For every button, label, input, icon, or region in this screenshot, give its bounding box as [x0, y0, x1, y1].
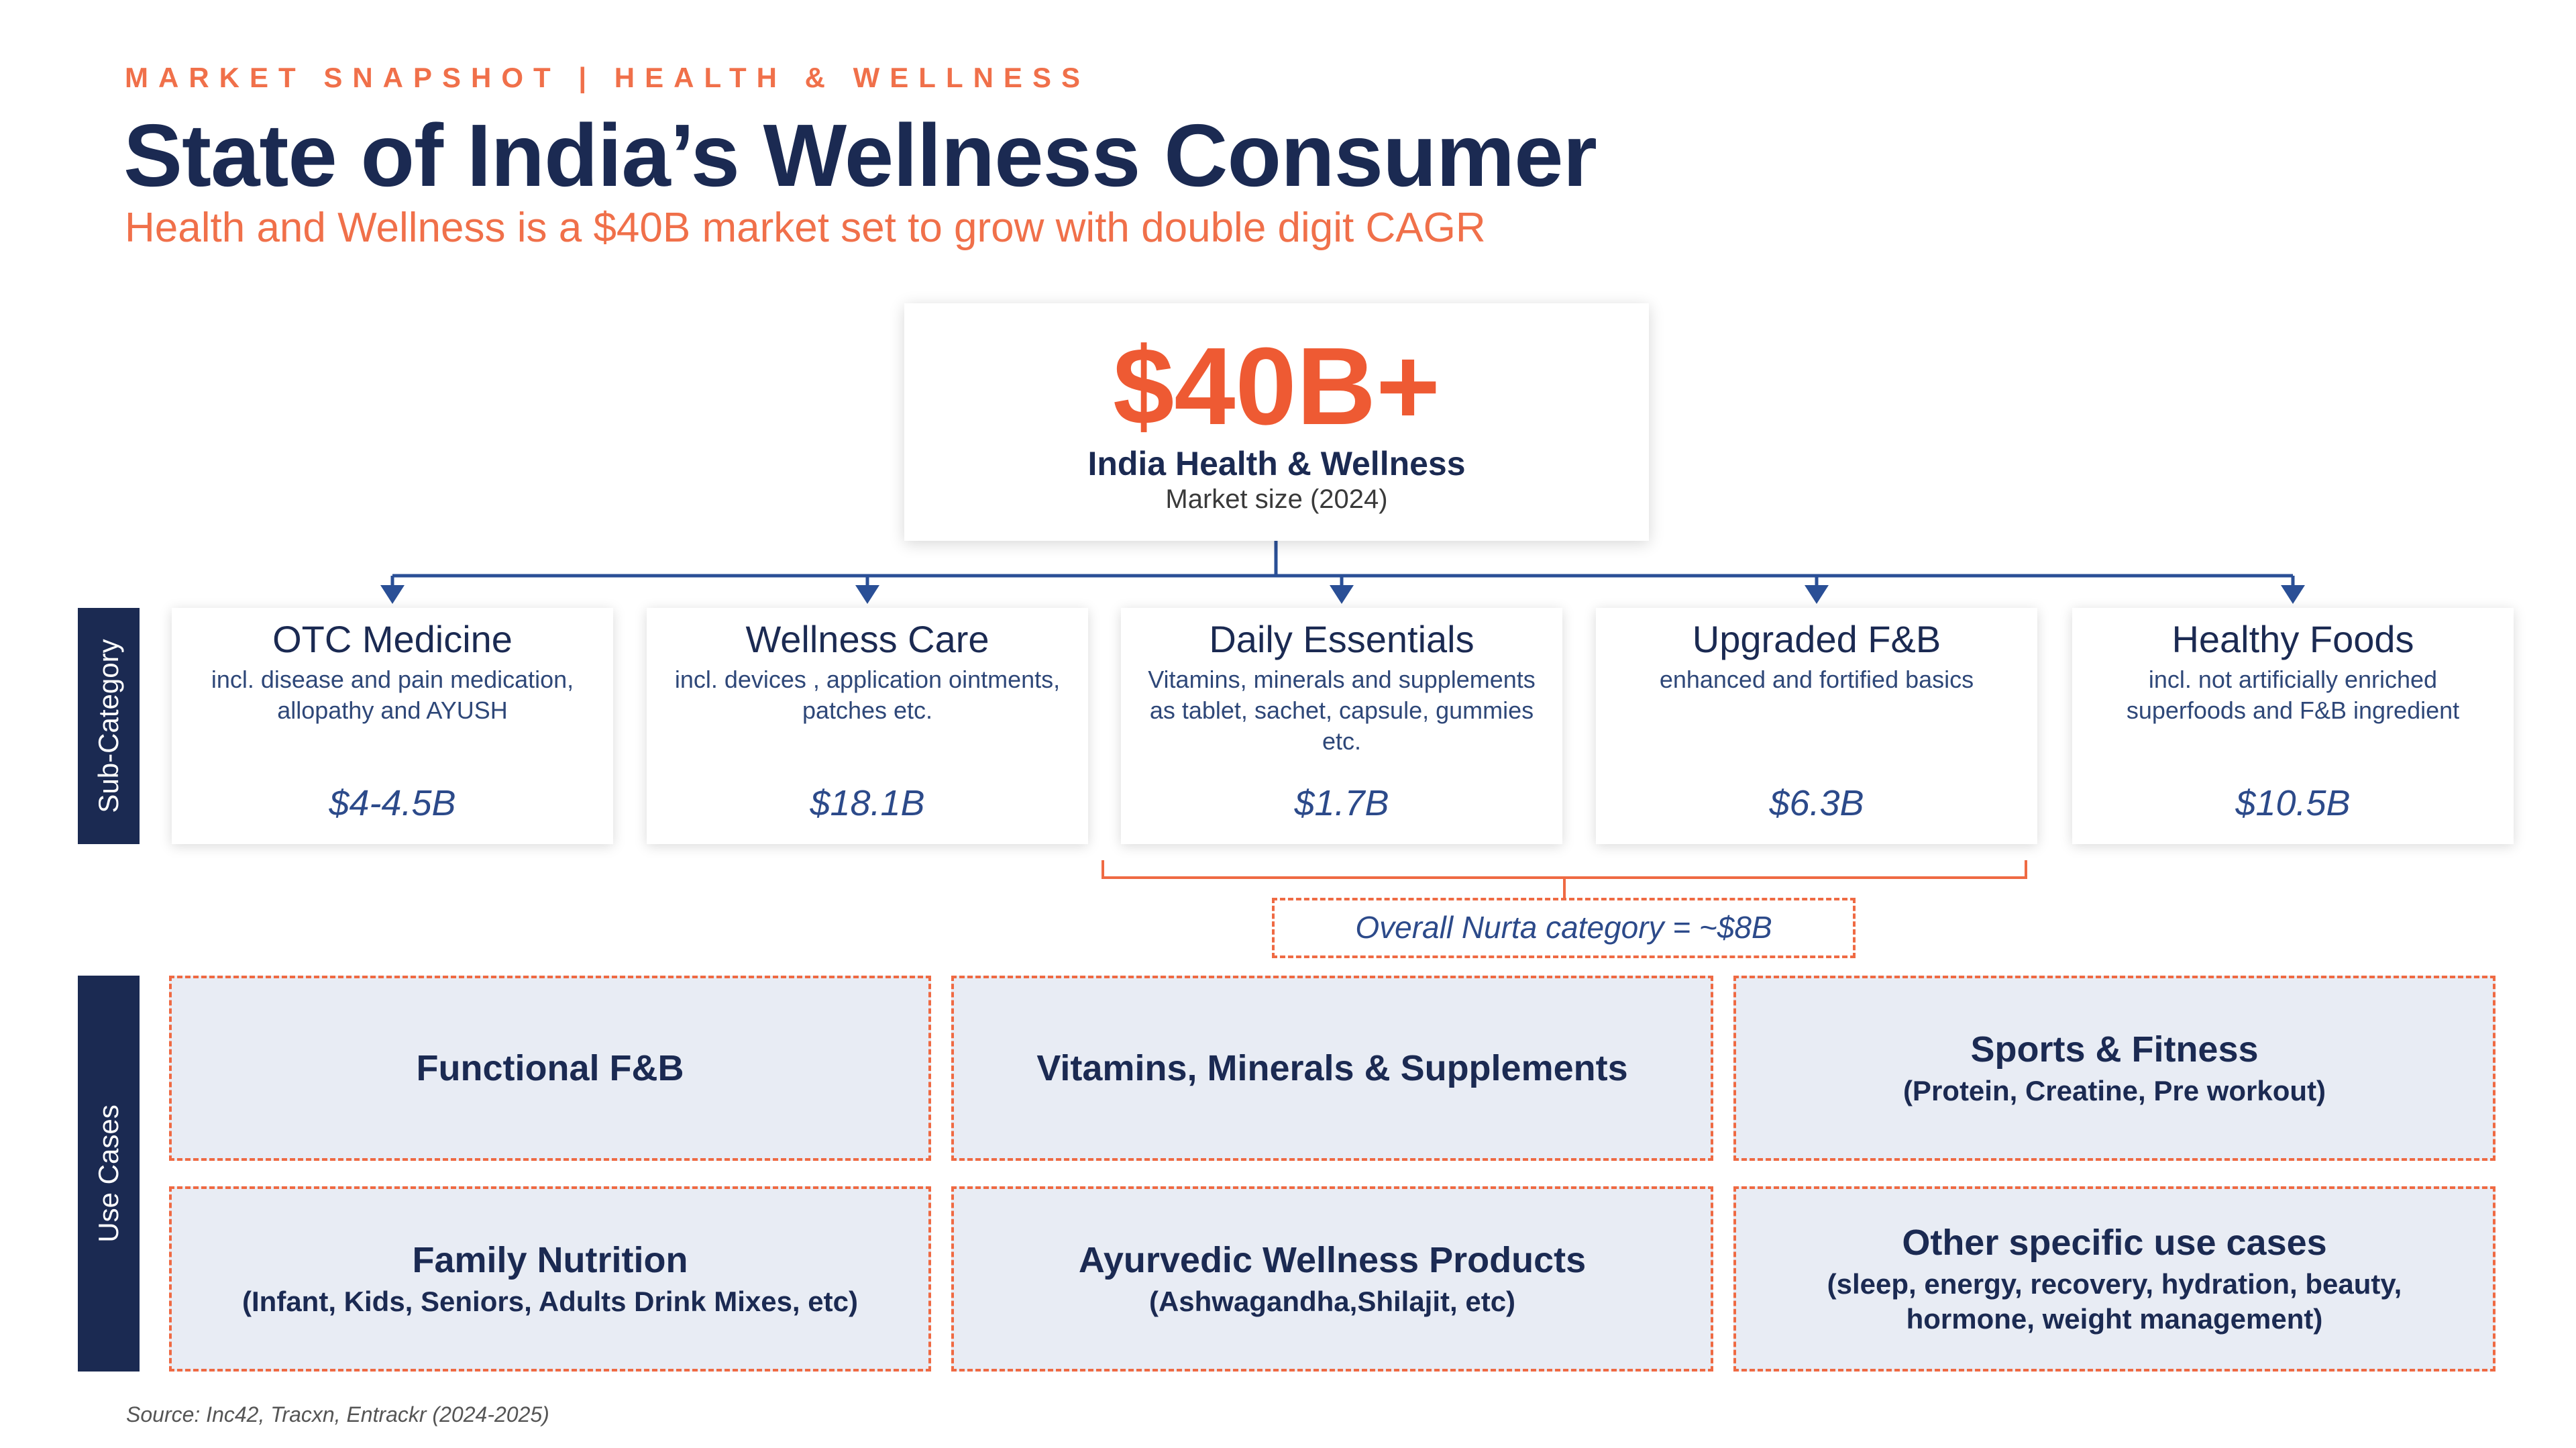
subcategory-description: enhanced and fortified basics [1659, 666, 1974, 693]
subcategory-name: OTC Medicine [272, 618, 513, 660]
use-case-title: Functional F&B [416, 1048, 684, 1088]
subcategory-card-healthy-foods: Healthy Foods incl. not artificially enr… [2072, 608, 2514, 844]
subcategory-value: $1.7B [1294, 783, 1389, 823]
use-case-subtitle: (Ashwagandha,Shilajit, etc) [1148, 1286, 1516, 1317]
page-title: State of India’s Wellness Consumer [123, 106, 1597, 205]
use-case-subtitle: (Infant, Kids, Seniors, Adults Drink Mix… [242, 1286, 858, 1317]
use-case-subtitle: (Protein, Creatine, Pre workout) [1902, 1075, 2326, 1106]
subcategory-card-wellness-care: Wellness Care incl. devices , applicatio… [647, 608, 1088, 844]
subcategory-value: $6.3B [1769, 783, 1864, 823]
page-subtitle: Health and Wellness is a $40B market set… [125, 205, 1486, 251]
use-case-title: Vitamins, Minerals & Supplements [1036, 1048, 1628, 1088]
subcategory-name: Wellness Care [745, 618, 989, 660]
market-size-label: India Health & Wellness [1087, 445, 1466, 482]
subcategory-description: incl. disease and pain medication, allop… [211, 666, 574, 724]
subcategory-value: $18.1B [810, 783, 925, 823]
subcategory-description: incl. devices , application ointments, p… [674, 666, 1061, 724]
subcategory-description: Vitamins, minerals and supplements as ta… [1148, 666, 1536, 755]
subcategory-name: Healthy Foods [2171, 618, 2414, 660]
use-case-functional-fnb: Functional F&B [169, 976, 931, 1161]
use-case-other-specific: Other specific use cases (sleep, energy,… [1733, 1186, 2496, 1372]
subcategory-name: Upgraded F&B [1692, 618, 1941, 660]
use-case-family-nutrition: Family Nutrition (Infant, Kids, Seniors,… [169, 1186, 931, 1372]
nurta-category-callout: Overall Nurta category = ~$8B [1272, 898, 1856, 958]
use-case-title: Sports & Fitness [1970, 1029, 2259, 1070]
eyebrow-label: MARKET SNAPSHOT | HEALTH & WELLNESS [125, 62, 1090, 93]
use-case-ayurvedic-wellness: Ayurvedic Wellness Products (Ashwagandha… [951, 1186, 1713, 1372]
use-case-title: Family Nutrition [412, 1240, 688, 1280]
use-case-sports-fitness: Sports & Fitness (Protein, Creatine, Pre… [1733, 976, 2496, 1161]
use-cases-side-label: Use Cases [78, 976, 140, 1372]
subcategory-value: $4-4.5B [329, 783, 456, 823]
subcategory-card-otc-medicine: OTC Medicine incl. disease and pain medi… [172, 608, 613, 844]
use-case-title: Other specific use cases [1902, 1223, 2327, 1263]
subcategory-description: incl. not artificially enriched superfoo… [2126, 666, 2460, 724]
subcategory-card-upgraded-fnb: Upgraded F&B enhanced and fortified basi… [1596, 608, 2037, 844]
market-size-card: $40B+ India Health & Wellness Market siz… [904, 303, 1649, 541]
use-case-title: Ayurvedic Wellness Products [1078, 1240, 1587, 1280]
subcategory-card-daily-essentials: Daily Essentials Vitamins, minerals and … [1121, 608, 1562, 844]
sub-category-side-label: Sub-Category [78, 608, 140, 844]
subcategory-name: Daily Essentials [1209, 618, 1474, 660]
subcategory-value: $10.5B [2235, 783, 2351, 823]
market-size-sublabel: Market size (2024) [1165, 484, 1388, 514]
use-case-vitamins-minerals-supplements: Vitamins, Minerals & Supplements [951, 976, 1713, 1161]
source-note: Source: Inc42, Tracxn, Entrackr (2024-20… [126, 1402, 549, 1427]
market-size-value: $40B+ [1113, 325, 1440, 448]
use-case-subtitle: (sleep, energy, recovery, hydration, bea… [1827, 1268, 2402, 1335]
